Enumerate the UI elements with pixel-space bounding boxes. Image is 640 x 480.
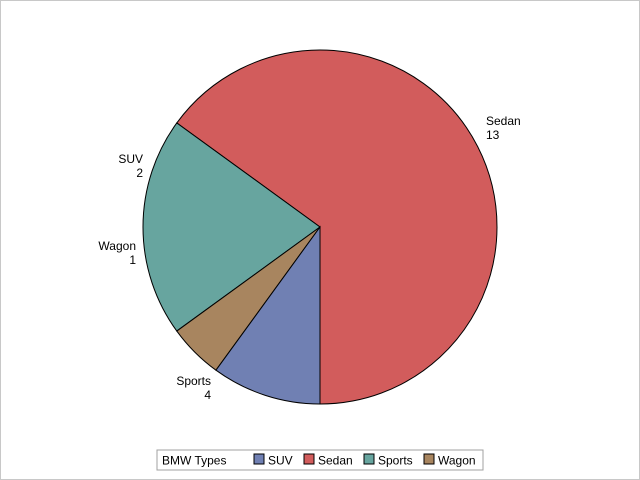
legend-swatch-sedan (303, 453, 315, 465)
legend-label-sedan: Sedan (318, 454, 353, 468)
pie-slice-sedan (176, 49, 498, 405)
legend: BMW Types SUV Sedan Sports Wagon (156, 449, 484, 471)
legend-title: BMW Types (162, 454, 226, 468)
slice-value-suv: 2 (136, 166, 143, 180)
legend-items: SUV Sedan Sports Wagon (253, 453, 476, 468)
legend-swatch-wagon (423, 453, 435, 465)
pie-slices (142, 49, 498, 405)
slice-value-wagon: 1 (129, 253, 136, 267)
pie-slice-suv (215, 225, 321, 405)
slice-label-wagon: Wagon (98, 239, 136, 253)
legend-swatch-sports (363, 453, 375, 465)
slice-label-sports: Sports (176, 374, 211, 388)
legend-label-suv: SUV (268, 454, 293, 468)
pie-slice-sports (142, 122, 321, 332)
legend-swatch-suv (253, 453, 265, 465)
legend-label-wagon: Wagon (438, 454, 476, 468)
slice-value-sedan: 13 (486, 128, 500, 142)
slice-label-suv: SUV (118, 152, 143, 166)
slice-label-sedan: Sedan (486, 114, 521, 128)
legend-label-sports: Sports (378, 454, 413, 468)
slice-value-sports: 4 (204, 388, 211, 402)
legend-box (156, 449, 484, 471)
